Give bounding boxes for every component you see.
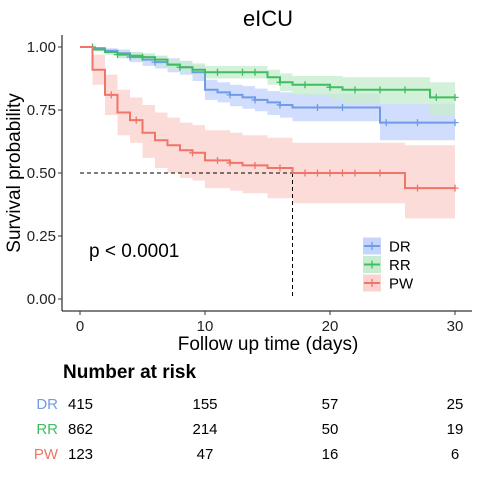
risk-cell: 155 bbox=[192, 396, 218, 413]
censor-mark-dr bbox=[226, 91, 234, 99]
censor-mark-pw bbox=[132, 116, 140, 124]
censor-mark-rr bbox=[326, 83, 334, 91]
ci-band-pw bbox=[80, 47, 455, 219]
p-value-annotation: p < 0.0001 bbox=[89, 241, 179, 262]
censor-mark-dr bbox=[414, 119, 421, 127]
risk-row-strata-label: RR bbox=[36, 421, 58, 438]
censor-mark-pw bbox=[339, 169, 346, 177]
censor-mark-pw bbox=[107, 91, 115, 99]
censor-mark-rr bbox=[351, 86, 359, 94]
survival-curves bbox=[80, 43, 459, 192]
legend-item-rr: RR bbox=[363, 256, 411, 274]
censor-mark-pw bbox=[226, 159, 234, 167]
censor-mark-pw bbox=[314, 169, 321, 177]
censor-mark-pw bbox=[301, 169, 309, 177]
risk-row-strata-label: DR bbox=[36, 396, 58, 413]
censor-mark-pw bbox=[414, 184, 421, 192]
y-tick-label: 1.00 bbox=[27, 39, 56, 56]
censor-mark-rr bbox=[251, 68, 259, 76]
risk-cell: 862 bbox=[68, 421, 94, 438]
censor-mark-rr bbox=[176, 63, 184, 71]
x-tick-label: 30 bbox=[447, 318, 464, 335]
risk-row-dr: DR 415 155 57 25 bbox=[0, 396, 480, 418]
x-tick-label: 10 bbox=[197, 318, 214, 335]
legend-label-rr: RR bbox=[389, 257, 411, 274]
legend-item-dr: DR bbox=[363, 237, 411, 256]
risk-cell: 57 bbox=[321, 396, 339, 413]
ci-band-dr bbox=[80, 47, 455, 141]
censor-mark-dr bbox=[339, 103, 346, 111]
legend-item-pw: PW bbox=[363, 274, 414, 293]
censor-mark-pw bbox=[376, 169, 384, 177]
axes: 0 10 20 30 0.00 0.25 0.50 0.75 1.00 bbox=[27, 35, 472, 335]
median-reference-lines bbox=[80, 172, 293, 299]
censor-mark-pw bbox=[326, 169, 334, 177]
survival-curve-dr bbox=[80, 46, 455, 124]
censor-mark-rr bbox=[376, 86, 384, 94]
survival-curve-pw bbox=[80, 46, 455, 190]
risk-cell: 50 bbox=[321, 421, 339, 438]
risk-cell: 25 bbox=[446, 396, 464, 413]
risk-cell: 214 bbox=[192, 421, 218, 438]
legend-label-pw: PW bbox=[389, 276, 414, 293]
risk-row-rr: RR 862 214 50 19 bbox=[0, 421, 480, 443]
risk-cell: 6 bbox=[450, 446, 460, 463]
risk-cell: 415 bbox=[68, 396, 94, 413]
censor-mark-rr bbox=[139, 53, 146, 61]
risk-cell: 123 bbox=[68, 446, 94, 463]
risk-cell: 19 bbox=[446, 421, 464, 438]
censor-mark-pw bbox=[251, 161, 259, 169]
y-tick-label: 0.25 bbox=[27, 228, 56, 245]
risk-table-title: Number at risk bbox=[63, 362, 197, 383]
censor-mark-rr bbox=[276, 78, 284, 86]
censor-mark-pw bbox=[451, 184, 459, 192]
censor-mark-pw bbox=[214, 156, 221, 164]
x-tick-label: 20 bbox=[322, 318, 339, 335]
censor-mark-rr bbox=[214, 68, 221, 76]
censor-mark-pw bbox=[189, 149, 196, 157]
risk-cell: 16 bbox=[321, 446, 339, 463]
risk-cell: 47 bbox=[196, 446, 214, 463]
censor-mark-rr bbox=[114, 51, 121, 59]
y-tick-label: 0.00 bbox=[27, 291, 56, 308]
censor-mark-dr bbox=[314, 103, 321, 111]
censor-mark-rr bbox=[451, 93, 459, 101]
censor-mark-rr bbox=[401, 86, 409, 94]
censor-mark-dr bbox=[451, 119, 459, 127]
censor-mark-rr bbox=[239, 68, 246, 76]
censor-mark-pw bbox=[351, 169, 359, 177]
censor-mark-dr bbox=[276, 101, 284, 109]
censor-mark-rr bbox=[432, 93, 440, 101]
censor-mark-dr bbox=[251, 96, 259, 104]
censor-mark-rr bbox=[301, 81, 309, 89]
censor-mark-pw bbox=[276, 164, 284, 172]
chart-title: eICU bbox=[243, 6, 293, 31]
censor-mark-dr bbox=[382, 119, 390, 127]
risk-row-pw: PW 123 47 16 6 bbox=[0, 446, 480, 468]
y-axis-label: Survival probability bbox=[4, 93, 25, 253]
x-axis-label: Follow up time (days) bbox=[178, 334, 359, 355]
y-tick-label: 0.50 bbox=[27, 165, 56, 182]
risk-row-strata-label: PW bbox=[33, 446, 58, 463]
legend-label-dr: DR bbox=[389, 239, 411, 256]
y-tick-label: 0.75 bbox=[27, 102, 56, 119]
x-tick-label: 0 bbox=[76, 318, 84, 335]
